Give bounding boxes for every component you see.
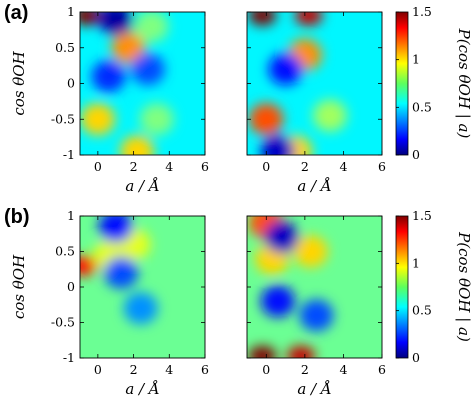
heatmap-feature-6 xyxy=(98,12,133,36)
y-tick-label: -1 xyxy=(63,147,75,162)
heatmap-feature-6 xyxy=(260,285,295,318)
heatmap-field xyxy=(80,12,205,155)
y-tick-label: 1 xyxy=(67,4,75,19)
colorbar: 1.5 1 0.5 0 P(cos θOH | a) xyxy=(395,208,471,365)
x-tick-label: 0 xyxy=(94,159,102,174)
heatmap-feature-4 xyxy=(293,235,328,268)
x-axis-title: a / Å xyxy=(297,177,331,195)
heatmap-feature-7 xyxy=(299,299,334,332)
heatmap-feature-1 xyxy=(80,103,115,136)
colorbar-tick-label: 1.5 xyxy=(412,208,432,223)
x-tick-label: 6 xyxy=(201,362,209,377)
colorbar-tick-label: 0 xyxy=(412,147,420,162)
heatmap-panel-b-left: 0 2 4 6 1 0.5 0 -0.5 -1 a / Å cos θOH xyxy=(10,208,209,398)
heatmap-panel-b-right: 0 2 4 6 a / Å 1.5 1 0.5 0 P(cos θOH | a) xyxy=(246,208,471,398)
x-tick-label: 0 xyxy=(94,362,102,377)
heatmap-panel-a-left: 0 2 4 6 1 0.5 0 -0.5 -1 a / Å cos θOH xyxy=(10,4,209,195)
heatmap-feature-7 xyxy=(260,135,295,155)
y-tick-label: -1 xyxy=(63,350,75,365)
colorbar-tick-label: 1.5 xyxy=(412,4,432,19)
heatmap-feature-5 xyxy=(123,292,158,325)
x-tick-label: 4 xyxy=(165,362,173,377)
heatmap-feature-0 xyxy=(80,12,102,26)
heatmap-feature-0 xyxy=(80,255,98,276)
colorbar-gradient xyxy=(395,11,409,156)
heatmap-feature-7 xyxy=(91,60,126,93)
x-axis-title: a / Å xyxy=(125,380,159,398)
panel-label-b: (b) xyxy=(4,206,30,228)
heatmap-feature-5 xyxy=(312,99,347,132)
x-tick-label: 0 xyxy=(262,362,270,377)
heatmap-feature-1 xyxy=(248,345,277,358)
heatmap-field xyxy=(247,216,382,358)
colorbar: 1.5 1 0.5 0 P(cos θOH | a) xyxy=(395,4,471,162)
x-tick-label: 4 xyxy=(339,362,347,377)
x-tick-label: 2 xyxy=(301,159,309,174)
y-axis-title: cos θOH xyxy=(10,50,28,115)
y-tick-label: 1 xyxy=(67,208,75,223)
heatmap-panel-a-right: 0 2 4 6 a / Å 1.5 1 0.5 0 P(cos θOH | a) xyxy=(246,4,471,195)
panel-label-a: (a) xyxy=(4,2,28,24)
heatmap-field xyxy=(247,12,382,155)
colorbar-gradient xyxy=(395,215,409,359)
colorbar-label: P(cos θOH | a) xyxy=(455,28,471,139)
y-tick-label: 0 xyxy=(67,279,75,294)
heatmap-feature-6 xyxy=(268,53,303,86)
heatmap-feature-3 xyxy=(120,135,155,155)
y-tick-label: -0.5 xyxy=(51,111,75,126)
x-axis-title: a / Å xyxy=(125,177,159,195)
colorbar-label: P(cos θOH | a) xyxy=(455,231,471,342)
x-tick-label: 2 xyxy=(130,159,138,174)
x-tick-label: 2 xyxy=(301,362,309,377)
y-tick-label: -0.5 xyxy=(51,315,75,330)
x-tick-label: 6 xyxy=(378,362,386,377)
heatmap-feature-4 xyxy=(134,12,169,43)
colorbar-tick-label: 1 xyxy=(412,255,420,270)
y-tick-label: 0.5 xyxy=(55,244,75,259)
colorbar-tick-label: 0.5 xyxy=(412,99,432,114)
x-tick-label: 6 xyxy=(378,159,386,174)
heatmap-feature-5 xyxy=(139,103,174,136)
x-axis-title: a / Å xyxy=(297,380,331,398)
heatmap-feature-2 xyxy=(111,31,146,64)
heatmap-feature-5 xyxy=(264,221,299,254)
heatmap-feature-0 xyxy=(248,12,277,26)
x-tick-label: 4 xyxy=(165,159,173,174)
y-tick-label: 0 xyxy=(67,76,75,91)
x-tick-label: 6 xyxy=(201,159,209,174)
heatmap-field xyxy=(80,216,205,358)
heatmap-feature-2 xyxy=(287,345,315,358)
x-tick-label: 2 xyxy=(130,362,138,377)
y-axis-title: cos θOH xyxy=(10,254,28,319)
heatmap-feature-4 xyxy=(104,256,139,289)
x-tick-label: 0 xyxy=(262,159,270,174)
colorbar-tick-label: 1 xyxy=(412,52,420,67)
heatmap-feature-3 xyxy=(98,216,133,243)
colorbar-tick-label: 0 xyxy=(412,350,420,365)
colorbar-tick-label: 0.5 xyxy=(412,303,432,318)
heatmap-feature-8 xyxy=(130,53,165,86)
x-tick-label: 4 xyxy=(339,159,347,174)
y-tick-label: 0.5 xyxy=(55,40,75,55)
heatmap-feature-2 xyxy=(249,103,284,136)
heatmap-feature-1 xyxy=(294,12,323,26)
